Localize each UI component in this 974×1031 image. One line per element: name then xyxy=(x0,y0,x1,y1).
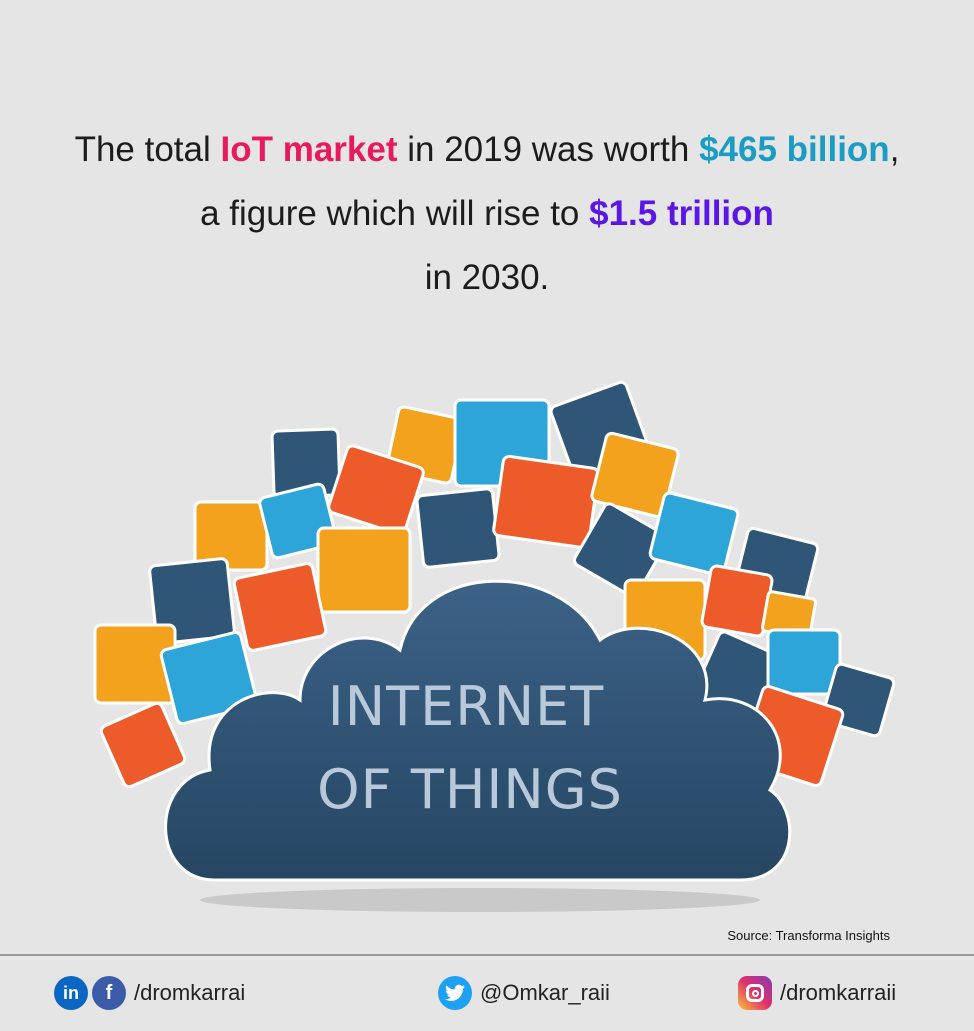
twitter-handle: @Omkar_raii xyxy=(480,980,610,1005)
headline-segment: a figure which will rise to xyxy=(200,194,590,233)
facebook-handle: /dromkarrai xyxy=(134,980,246,1005)
cloud xyxy=(164,579,792,882)
cloud-text: OF THINGS xyxy=(317,758,623,821)
headline-segment: in 2030. xyxy=(424,258,550,297)
instagram-icon xyxy=(738,976,772,1010)
source: Source: Transforma Insights xyxy=(727,928,890,943)
headline-line: a figure which will rise to $1.5 trillio… xyxy=(0,182,974,246)
headline-segment: $465 billion xyxy=(699,130,890,169)
camera xyxy=(746,984,764,1002)
linkedin-icon: in xyxy=(54,976,88,1010)
headline-segment: IoT market xyxy=(220,130,398,169)
instagram-handle: /dromkarraii xyxy=(780,980,897,1005)
headline-segment: The total xyxy=(74,130,221,169)
icon-tiles xyxy=(93,380,896,789)
headline-line: The total IoT market in 2019 was worth $… xyxy=(0,118,974,182)
twitter-icon xyxy=(438,976,472,1010)
bird xyxy=(445,984,465,1001)
lens xyxy=(751,989,759,997)
footer-social: in f /dromkarrai xyxy=(54,975,245,1011)
headline-line: in 2030. xyxy=(0,246,974,310)
footer-instagram: /dromkarraii xyxy=(738,975,896,1011)
shadow xyxy=(200,888,760,912)
headline-segment: , xyxy=(889,130,900,169)
cloud-text: INTERNET xyxy=(328,675,604,738)
facebook-icon: f xyxy=(92,976,126,1010)
headline-segment: $1.5 trillion xyxy=(589,194,774,233)
headline-segment: in 2019 was worth xyxy=(397,130,700,169)
source-name: Transforma Insights xyxy=(775,928,890,943)
source-label: Source: xyxy=(727,928,773,943)
divider xyxy=(0,954,974,956)
footer-twitter: @Omkar_raii xyxy=(438,975,610,1011)
headline: The total IoT market in 2019 was worth $… xyxy=(0,118,974,310)
